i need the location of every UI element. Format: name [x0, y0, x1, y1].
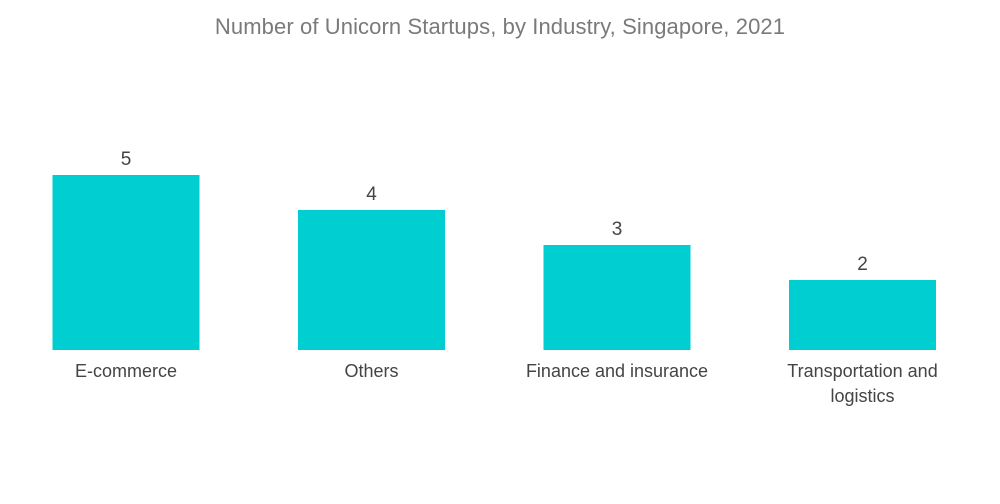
bar: [789, 280, 936, 350]
category-label-line: Others: [344, 361, 398, 381]
data-label: 4: [366, 184, 377, 205]
category-label-line: E-commerce: [75, 361, 177, 381]
category-label-line: Finance and insurance: [526, 361, 708, 381]
category-label: Finance and insurance: [526, 361, 708, 381]
category-label: Transportation and logistics: [787, 361, 937, 406]
category-label-line: logistics: [830, 386, 894, 406]
bar: [298, 210, 445, 350]
chart-title: Number of Unicorn Startups, by Industry,…: [214, 14, 786, 39]
bar: [543, 245, 691, 350]
category-label-line: Transportation and: [787, 361, 937, 381]
bar: [52, 175, 200, 350]
labels-layer: 5 E-commerce 4 Others 3 Finance and insurance…: [75, 149, 938, 406]
data-label: 3: [612, 219, 623, 240]
data-label: 2: [857, 254, 868, 275]
category-label: Others: [344, 361, 398, 381]
bars-layer: [52, 175, 936, 350]
data-label: 5: [121, 149, 132, 170]
category-label: E-commerce: [75, 361, 177, 381]
